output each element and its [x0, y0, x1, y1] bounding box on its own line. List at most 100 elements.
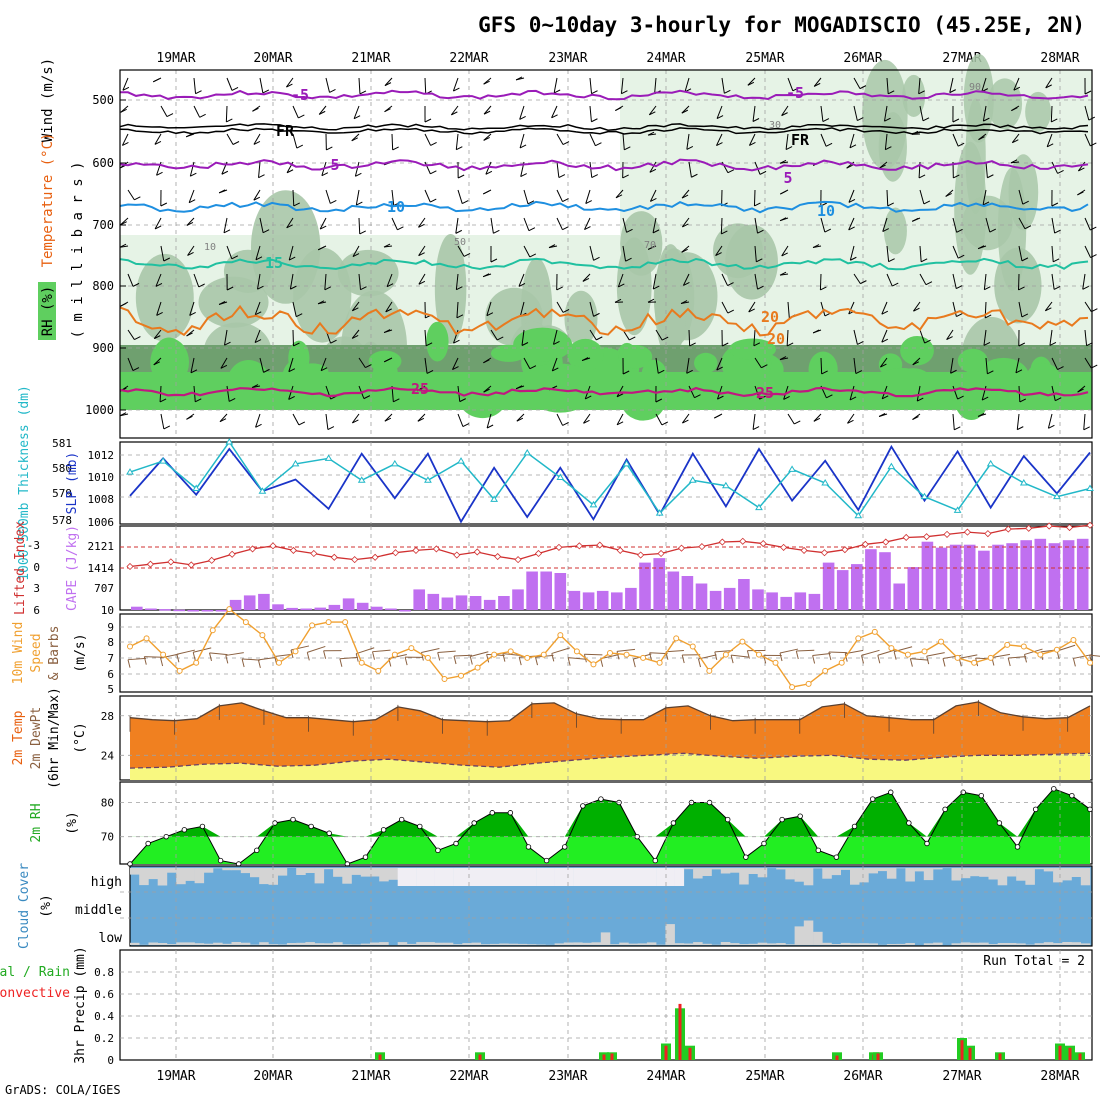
wind-barb	[686, 133, 690, 150]
chart-title: GFS 0~10day 3-hourly for MOGADISCIO (45.…	[478, 13, 1085, 37]
thickness-marker	[986, 459, 995, 467]
wind10-barb-flag	[828, 651, 832, 661]
wind-barb-flag	[486, 312, 494, 317]
wind-barb	[748, 133, 756, 146]
wind10-barb-flag	[469, 656, 473, 665]
wind-barb	[880, 357, 888, 368]
wind10-barb	[796, 649, 815, 652]
wind-barb	[648, 105, 657, 116]
wind-barb-flag	[759, 395, 766, 400]
contour-label: -5	[291, 86, 309, 104]
wind-barb-flag	[352, 307, 359, 312]
wind10-barb-flag	[176, 654, 180, 663]
cape-bar	[780, 596, 792, 610]
wind-barb-flag	[1054, 229, 1061, 234]
wind-barb	[748, 301, 756, 313]
high-cloud-bar	[388, 868, 398, 880]
wind-barb	[160, 105, 168, 117]
li-marker	[534, 549, 543, 558]
slp-tick: 1008	[88, 493, 115, 506]
wind-barb	[919, 273, 927, 285]
wind-barb	[318, 105, 327, 115]
wind-barb-flag	[779, 271, 787, 276]
rh2m-marker	[1032, 806, 1039, 813]
cape-bar	[173, 609, 185, 612]
wind-barb-flag	[753, 342, 761, 347]
wind-barb-flag	[626, 228, 633, 233]
wind-barb-flag	[483, 80, 490, 85]
wind-barb	[1084, 217, 1091, 231]
wind-barb-flag	[950, 369, 957, 374]
li-marker	[494, 552, 502, 561]
wind-barb-flag	[1052, 258, 1060, 263]
precip-conv-bar	[1068, 1047, 1072, 1060]
li-marker	[698, 543, 706, 551]
wind-barb-flag	[1077, 191, 1084, 196]
wind-barb-flag	[262, 89, 270, 94]
rh-blob	[135, 253, 194, 342]
li-marker	[269, 542, 277, 550]
wind-barb	[655, 329, 663, 341]
low-cloud-bar	[573, 942, 583, 945]
wind-barb	[319, 217, 327, 230]
upper-ylabel: ( m i l l i b a r s )	[70, 161, 86, 338]
wind10-barb-flag	[192, 652, 196, 661]
wind-barb-flag	[220, 364, 228, 369]
rh-blob	[883, 207, 907, 255]
wind-barb	[589, 105, 592, 122]
wind-barb	[292, 189, 295, 206]
date-label-bottom: 22MAR	[449, 1069, 488, 1084]
wind-barb-flag	[957, 395, 964, 400]
rh2m-marker	[996, 820, 1003, 826]
wind-barb	[985, 161, 988, 178]
wind-barb-flag	[615, 194, 623, 199]
low-cloud-bar	[1080, 943, 1091, 945]
wind-barb-flag	[860, 280, 867, 285]
wind-barb-flag	[749, 142, 756, 146]
wind-barb	[754, 245, 757, 262]
li-marker	[432, 545, 440, 553]
wind-barb-flag	[324, 286, 332, 291]
wind-barb-flag	[483, 136, 490, 141]
wind-barb	[224, 329, 228, 346]
wind-barb-flag	[911, 217, 919, 222]
dewpoint-area	[130, 753, 1090, 780]
high-cloud-bar	[323, 868, 334, 870]
wind10-barb	[258, 656, 277, 661]
low-cloud-bar	[296, 942, 306, 945]
wind-barb-flag	[527, 200, 535, 205]
wind-barb-flag	[716, 142, 723, 147]
wind-barb-flag	[622, 174, 629, 179]
cape-bar	[921, 541, 934, 610]
wind-barb-flag	[596, 336, 603, 341]
date-label-bottom: 25MAR	[745, 1069, 784, 1084]
wind-barb-flag	[1057, 366, 1064, 371]
cloud-units: (%)	[39, 894, 54, 917]
wind-barb	[490, 329, 498, 341]
li-marker	[1086, 521, 1094, 529]
cape-bar	[554, 573, 567, 610]
thickness-marker	[721, 481, 730, 489]
wind-barb	[1084, 301, 1092, 312]
wind10-marker	[474, 664, 481, 671]
wind-barb	[820, 217, 826, 233]
thickness-tick: 578	[52, 514, 72, 527]
wind-barb	[225, 105, 228, 122]
wind-barb-flag	[881, 338, 889, 343]
low-cloud-bar	[453, 944, 463, 945]
wind-barb-flag	[190, 172, 197, 177]
wind-barb	[913, 301, 921, 312]
cape-bar	[1048, 543, 1061, 610]
wind-barb	[160, 413, 165, 430]
rh2m-marker	[163, 833, 169, 840]
wind10-ticks: 9 8 7 6 5	[107, 621, 114, 696]
wind10-barb-flag	[567, 657, 571, 666]
low-cloud-bar	[905, 943, 915, 945]
wind10-barb	[225, 652, 244, 656]
rh2m-marker	[706, 799, 713, 806]
wind10-barb-flag	[437, 652, 441, 661]
high-cloud-bar	[1080, 868, 1091, 886]
contour-labels: -5 FR 5 10 15 20 25 -5 FR 5 10 20 25 10 30 50 70 90	[204, 82, 981, 402]
wind-barb-flag	[821, 370, 828, 375]
date-label-top: 28MAR	[1040, 51, 1079, 66]
